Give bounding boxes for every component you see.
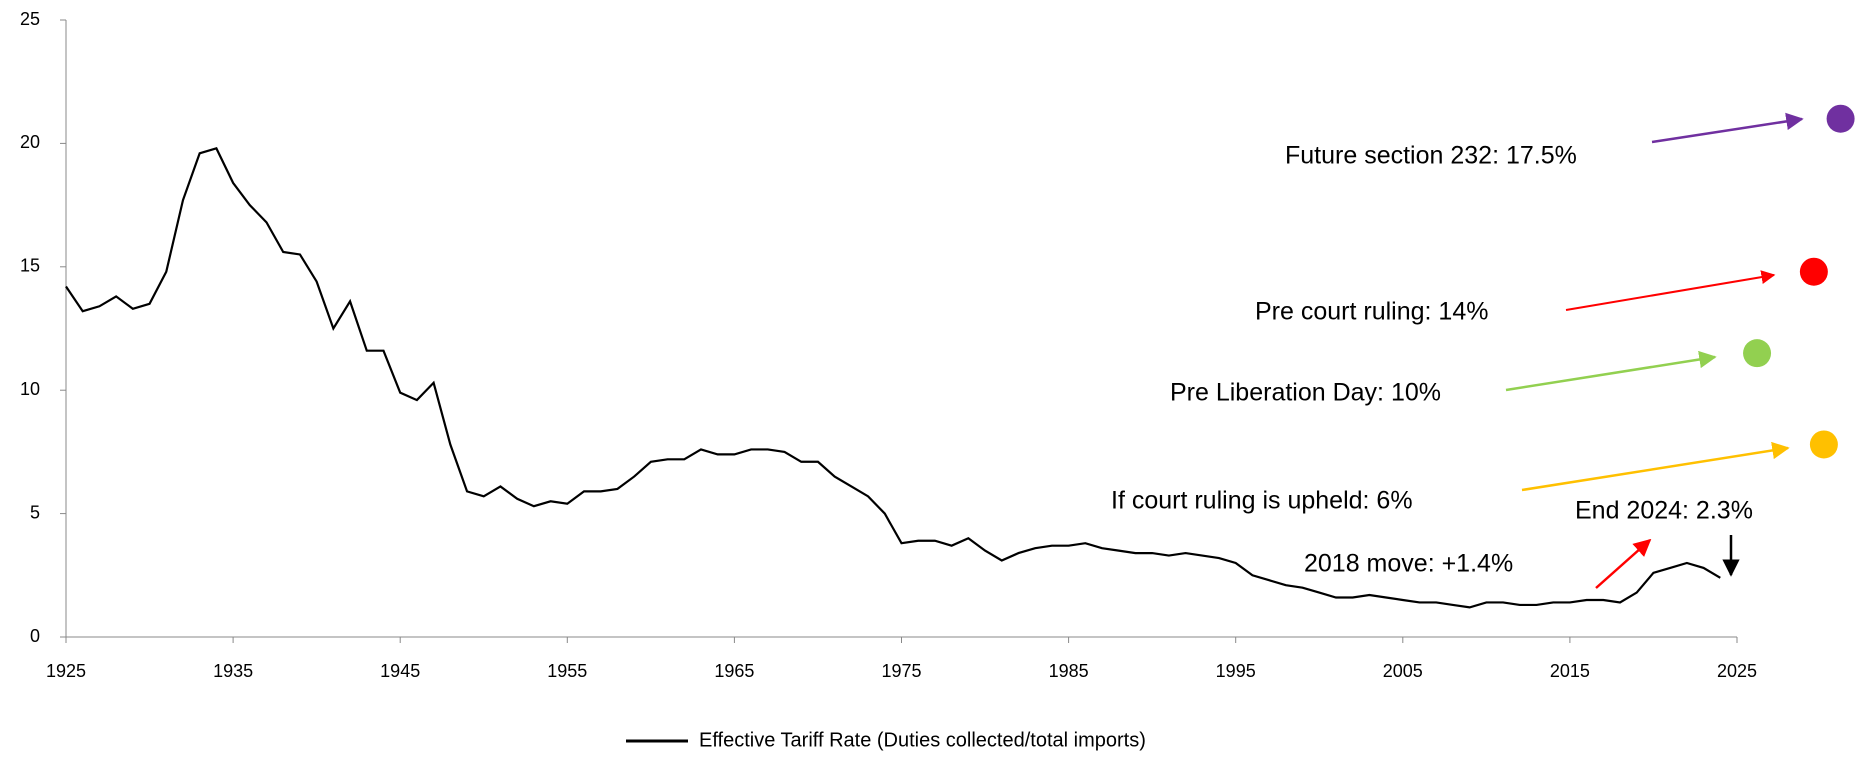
annotation: If court ruling is upheld: 6% [1111,487,1413,515]
x-tick-label: 1925 [46,661,86,681]
y-tick-label: 15 [20,256,40,276]
x-tick-label: 2015 [1550,661,1590,681]
arrow [1651,112,1804,144]
x-tick-label: 1985 [1049,661,1089,681]
arrow [1521,441,1790,492]
arrow [1595,538,1652,589]
y-tick-label: 25 [20,9,40,29]
x-tick-label: 1995 [1216,661,1256,681]
marker [1826,104,1855,133]
x-tick-label: 1945 [380,661,420,681]
annotation: Pre Liberation Day: 10% [1170,379,1441,407]
x-tick-label: 1965 [714,661,754,681]
annotation: Future section 232: 17.5% [1285,142,1577,170]
legend-label: Effective Tariff Rate (Duties collected/… [699,729,1146,751]
annotation: 2018 move: +1.4% [1304,550,1513,578]
marker [1809,430,1838,459]
y-tick-label: 5 [30,502,40,522]
annotation: Pre court ruling: 14% [1255,298,1488,326]
x-tick-label: 1935 [213,661,253,681]
marker [1799,257,1828,286]
x-tick-label: 1975 [881,661,921,681]
y-tick-label: 10 [20,379,40,399]
y-tick-label: 0 [30,626,40,646]
x-tick-label: 2025 [1717,661,1757,681]
x-tick-label: 2005 [1383,661,1423,681]
line [65,147,1721,609]
y-tick-label: 20 [20,132,40,152]
arrow [1565,270,1776,311]
arrow [1505,350,1717,392]
marker [1743,339,1772,368]
annotations: Future section 232: 17.5% Pre court ruli… [1111,112,1804,589]
x-tick-label: 1955 [547,661,587,681]
annotation: End 2024: 2.3% [1575,497,1753,525]
